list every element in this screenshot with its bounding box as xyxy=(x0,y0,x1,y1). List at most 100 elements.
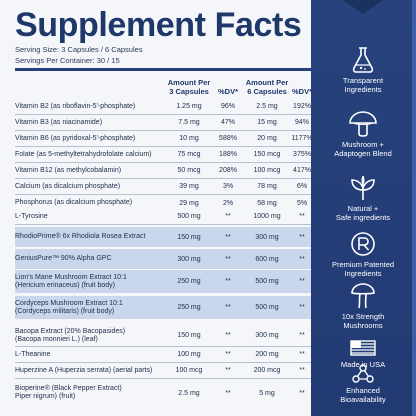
dv-6-capsules: ** xyxy=(299,389,305,397)
dv-6-capsules: ** xyxy=(299,367,305,374)
ingredient-name: Lion's Mane Mushroom Extract 10:1 (Herici… xyxy=(15,273,127,289)
amount-6-capsules: 2.5 mg xyxy=(256,103,278,110)
amount-3-capsules: 150 mg xyxy=(177,332,201,339)
table-row: L-Theanine 100 mg ** 200 mg ** xyxy=(15,347,311,363)
amount-3-capsules: 50 mcg xyxy=(177,167,201,174)
feature-transparent-ingredients: Transparent Ingredients xyxy=(315,46,411,94)
dv-3-capsules: 47% xyxy=(220,119,235,126)
amount-6-capsules: 100 mcg xyxy=(253,167,281,174)
header-dv-6-capsules: %DV* xyxy=(291,87,312,96)
table-row: GeniusPure™ 90% Alpha GPC 300 mg ** 600 mg *… xyxy=(15,249,311,269)
dv-3-capsules: 3% xyxy=(222,183,234,190)
dv-3-capsules: ** xyxy=(225,367,231,374)
ingredient-name: L-Theanine xyxy=(15,350,51,358)
dv-6-capsules: 375% xyxy=(293,151,311,158)
ingredient-name: Vitamin B3 (as niacinamide) xyxy=(15,118,103,126)
registered-icon xyxy=(351,232,375,256)
table-row: Vitamin B2 (as riboflavin-5'-phosphate) 1… xyxy=(15,99,311,115)
amount-6-capsules: 5 mg xyxy=(259,389,275,397)
amount-6-capsules: 300 mg xyxy=(255,233,279,241)
ingredient-name: RhodioPrime® 6x Rhodiola Rosea Extract xyxy=(15,233,146,240)
dv-6-capsules: 192% xyxy=(293,103,311,110)
us-flag-icon xyxy=(350,340,376,356)
amount-3-capsules: 500 mg xyxy=(177,213,201,220)
amount-3-capsules: 300 mg xyxy=(177,255,201,263)
feature-enhanced-bioavailability: Enhanced Bioavailability xyxy=(315,362,411,404)
dv-6-capsules: 6% xyxy=(296,183,308,190)
amount-3-capsules: 39 mg xyxy=(179,183,199,190)
dv-6-capsules: ** xyxy=(299,351,305,358)
amount-6-capsules: 20 mg xyxy=(257,135,277,142)
table-row: Huperzine A (Huperzia serrata) (aerial p… xyxy=(15,363,311,379)
table-row: RhodioPrime® 6x Rhodiola Rosea Extract 15… xyxy=(15,227,311,247)
table-row: Vitamin B3 (as niacinamide) 7.5 mg 47% 15 m… xyxy=(15,115,311,131)
ingredient-name: Vitamin B2 (as riboflavin-5'-phosphate) xyxy=(15,102,136,110)
ingredient-name: Bacopa Extract (20% Bacopasides) (Bacopa … xyxy=(15,327,126,343)
amount-3-capsules: 250 mg xyxy=(177,278,201,285)
dv-3-capsules: 208% xyxy=(219,167,237,174)
amount-3-capsules: 100 mcg xyxy=(175,367,203,374)
table-row: Calcium (as dicalcium phosphate) 39 mg 3% 7… xyxy=(15,179,311,195)
header-rule xyxy=(15,68,311,71)
dv-6-capsules: ** xyxy=(299,278,305,285)
table-row: Bioperine® (Black Pepper Extract) Piper n… xyxy=(15,381,311,405)
molecule-icon xyxy=(352,364,374,383)
amount-6-capsules: 200 mg xyxy=(255,351,279,358)
dv-3-capsules: 588% xyxy=(219,135,237,142)
amount-3-capsules: 29 mg xyxy=(179,199,199,207)
table-row: Vitamin B6 (as pyridoxal-5'-phosphate) 10… xyxy=(15,131,313,147)
feature-natural-safe-ingredients: Natural + Safe ingredients xyxy=(315,174,411,222)
dv-6-capsules: 5% xyxy=(296,199,308,207)
ingredient-name: GeniusPure™ 90% Alpha GPC xyxy=(15,255,112,262)
amount-3-capsules: 1.25 mg xyxy=(176,103,202,110)
dv-6-capsules: 94% xyxy=(294,119,309,126)
header-amount-6-capsules: Amount Per 6 Capsules xyxy=(245,78,289,96)
table-row: Lion's Mane Mushroom Extract 10:1 (Herici… xyxy=(15,270,311,293)
leaf-icon xyxy=(351,175,375,200)
amount-3-capsules: 2.5 mg xyxy=(178,389,200,397)
sidebar-trim xyxy=(412,0,416,416)
mushroom-strength-icon xyxy=(351,283,375,309)
ingredient-name: Calcium (as dicalcium phosphate) xyxy=(15,182,121,190)
table-row: Folate (as 5-methyltetrahydrofolate calc… xyxy=(15,147,311,163)
dv-3-capsules: ** xyxy=(225,304,231,311)
dv-3-capsules: 96% xyxy=(220,103,235,110)
dv-3-capsules: ** xyxy=(225,213,231,220)
amount-6-capsules: 78 mg xyxy=(257,183,277,190)
supplement-facts-panel: Supplement Facts Serving Size: 3 Capsule… xyxy=(0,0,313,416)
amount-6-capsules: 500 mg xyxy=(255,278,279,285)
table-row: L-Tyrosine 500 mg ** 1000 mg ** xyxy=(15,209,311,225)
feature-10x-strength-mushrooms: 10x Strength Mushrooms xyxy=(315,282,411,330)
amount-6-capsules: 500 mg xyxy=(255,304,279,311)
dv-6-capsules: ** xyxy=(299,233,305,241)
features-sidebar: Transparent Ingredients Mushroom + Adaptog… xyxy=(311,0,416,416)
ingredient-name: Vitamin B6 (as pyridoxal-5'-phosphate) xyxy=(15,134,136,142)
amount-6-capsules: 15 mg xyxy=(257,119,277,126)
dv-3-capsules: 2% xyxy=(222,199,234,207)
sidebar-notch xyxy=(343,0,383,14)
ingredient-name: Folate (as 5-methyltetrahydrofolate calc… xyxy=(15,150,152,158)
table-row: Vitamin B12 (as methylcobalamin) 50 mcg 20… xyxy=(15,163,311,179)
dv-6-capsules: ** xyxy=(299,332,305,339)
dv-6-capsules: ** xyxy=(299,255,305,263)
amount-6-capsules: 150 mcg xyxy=(253,151,281,158)
amount-3-capsules: 150 mg xyxy=(177,233,201,241)
mushroom-icon xyxy=(349,111,377,137)
header-dv-3-capsules: %DV* xyxy=(217,87,238,96)
ingredient-name: L-Tyrosine xyxy=(15,212,48,220)
dv-3-capsules: ** xyxy=(225,233,231,241)
amount-6-capsules: 200 mcg xyxy=(253,367,281,374)
serving-size: Serving Size: 3 Capsules / 6 Capsules xyxy=(15,45,143,54)
ingredient-name: Huperzine A (Huperzia serrata) (aerial p… xyxy=(15,366,153,374)
table-row: Cordyceps Mushroom Extract 10:1 (Cordycep… xyxy=(15,296,311,319)
dv-3-capsules: ** xyxy=(225,351,231,358)
table-row: Bacopa Extract (20% Bacopasides) (Bacopa … xyxy=(15,325,311,347)
amount-6-capsules: 300 mg xyxy=(255,332,279,339)
dv-3-capsules: ** xyxy=(225,389,231,397)
servings-per-container: Servings Per Container: 30 / 15 xyxy=(15,56,120,65)
amount-3-capsules: 100 mg xyxy=(177,351,201,358)
dv-3-capsules: ** xyxy=(225,278,231,285)
amount-3-capsules: 10 mg xyxy=(179,135,199,142)
dv-6-capsules: 1177% xyxy=(291,135,313,142)
ingredient-name: Bioperine® (Black Pepper Extract) Piper n… xyxy=(15,385,122,400)
